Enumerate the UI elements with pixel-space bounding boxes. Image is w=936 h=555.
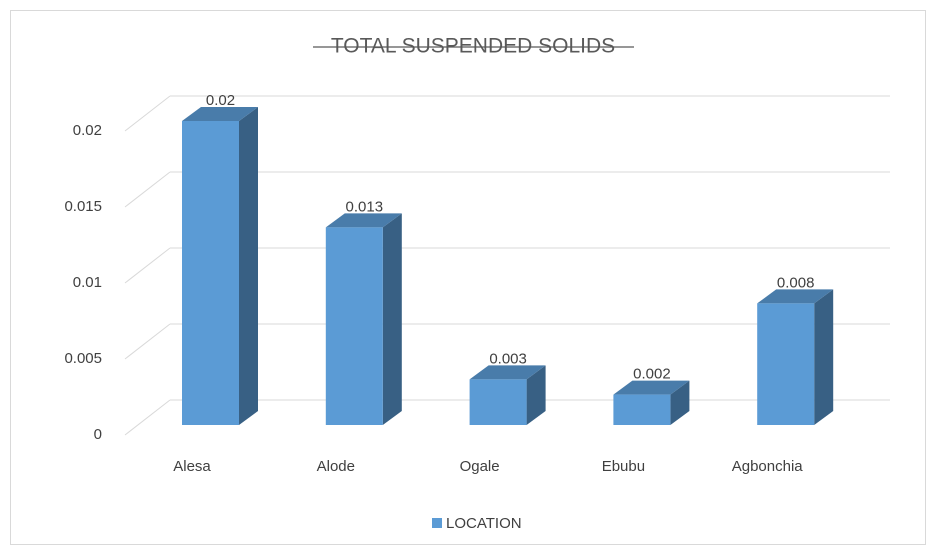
x-tick-label: Ebubu: [602, 458, 645, 475]
bar: [182, 121, 239, 425]
bar-side: [814, 289, 834, 425]
grid-line: [124, 399, 171, 436]
value-label: 0.013: [346, 198, 384, 215]
bar-top: [325, 213, 402, 228]
value-label: 0.003: [489, 350, 527, 367]
y-tick-label: 0.015: [64, 198, 102, 215]
x-tick-label: Alode: [317, 458, 355, 475]
y-tick-label: 0: [94, 426, 102, 443]
grid-line: [124, 323, 171, 360]
y-tick-label: 0.01: [73, 274, 102, 291]
bar-side: [239, 107, 258, 425]
value-label: 0.002: [633, 366, 671, 383]
x-tick-label: Ogale: [460, 458, 500, 475]
bar: [613, 394, 671, 425]
bar-side: [670, 380, 690, 425]
x-tick-label: Alesa: [173, 458, 211, 475]
y-tick-label: 0.005: [64, 350, 102, 367]
chart-title: TOTAL SUSPENDED SOLIDS: [331, 35, 615, 58]
value-label: 0.008: [777, 274, 815, 291]
chart-border: [10, 10, 926, 545]
y-tick-label: 0.02: [73, 122, 102, 139]
bar-top: [469, 365, 546, 380]
grid-line: [124, 247, 171, 284]
bar-side: [526, 365, 546, 425]
legend-label: LOCATION: [446, 515, 522, 532]
x-tick-label: Agbonchia: [732, 458, 804, 475]
bar-top: [182, 107, 258, 121]
bar-top: [757, 289, 834, 304]
value-label: 0.02: [206, 92, 235, 109]
bar: [325, 227, 383, 425]
legend-swatch: [432, 518, 442, 528]
bar: [469, 379, 527, 425]
grid-line: [124, 95, 171, 132]
grid-line: [124, 171, 171, 208]
bar-top: [613, 380, 690, 395]
bar-side: [382, 213, 402, 425]
bar: [757, 303, 815, 425]
